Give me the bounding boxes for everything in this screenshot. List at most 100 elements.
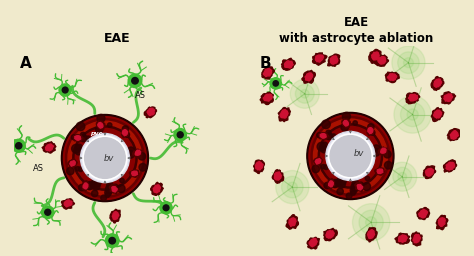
Polygon shape [413, 234, 420, 243]
Polygon shape [368, 128, 373, 134]
Polygon shape [151, 182, 163, 195]
Polygon shape [68, 159, 77, 167]
Circle shape [394, 96, 431, 133]
Circle shape [317, 133, 322, 138]
Circle shape [273, 81, 278, 86]
Circle shape [163, 205, 169, 211]
Polygon shape [369, 49, 382, 63]
Circle shape [101, 195, 107, 201]
Circle shape [341, 124, 348, 131]
Polygon shape [395, 233, 410, 244]
Circle shape [82, 135, 128, 181]
Circle shape [401, 102, 425, 127]
Polygon shape [98, 123, 103, 128]
Circle shape [73, 126, 137, 190]
Circle shape [328, 134, 373, 178]
Circle shape [81, 132, 85, 137]
Ellipse shape [350, 137, 357, 148]
Circle shape [373, 145, 380, 152]
Polygon shape [62, 199, 74, 209]
Polygon shape [319, 132, 328, 140]
Circle shape [75, 167, 80, 171]
Circle shape [122, 126, 128, 132]
Polygon shape [409, 94, 418, 101]
Polygon shape [447, 129, 461, 141]
Ellipse shape [90, 144, 99, 153]
Polygon shape [434, 110, 442, 118]
Polygon shape [315, 159, 321, 164]
Circle shape [398, 172, 407, 181]
Polygon shape [280, 110, 288, 118]
Circle shape [124, 132, 129, 137]
Ellipse shape [107, 148, 116, 157]
Circle shape [321, 142, 328, 148]
Circle shape [160, 202, 172, 214]
Ellipse shape [356, 161, 365, 168]
Circle shape [363, 183, 371, 190]
Circle shape [109, 238, 116, 244]
Circle shape [79, 184, 85, 191]
Circle shape [282, 176, 303, 198]
Circle shape [92, 182, 100, 190]
Circle shape [128, 74, 142, 88]
Circle shape [45, 209, 51, 215]
Circle shape [108, 123, 112, 127]
Circle shape [68, 121, 142, 195]
Polygon shape [377, 169, 383, 174]
Polygon shape [326, 230, 334, 238]
Circle shape [351, 183, 359, 191]
Polygon shape [112, 211, 119, 220]
Text: AS: AS [33, 164, 44, 173]
Polygon shape [284, 61, 293, 68]
Polygon shape [372, 52, 379, 60]
Text: bv: bv [104, 154, 114, 163]
Circle shape [330, 136, 371, 176]
Circle shape [353, 204, 390, 241]
Polygon shape [260, 92, 273, 105]
Circle shape [327, 133, 374, 179]
Circle shape [392, 46, 425, 79]
Polygon shape [423, 166, 436, 178]
Circle shape [403, 58, 413, 68]
Polygon shape [313, 157, 323, 165]
Ellipse shape [359, 152, 365, 163]
Circle shape [370, 130, 375, 135]
Circle shape [66, 167, 74, 175]
Polygon shape [289, 218, 296, 226]
Circle shape [407, 109, 418, 120]
Polygon shape [109, 185, 118, 194]
Circle shape [337, 178, 342, 183]
Circle shape [287, 182, 297, 192]
Circle shape [81, 134, 129, 183]
Circle shape [318, 124, 383, 188]
Polygon shape [374, 55, 388, 66]
Polygon shape [255, 162, 263, 170]
Text: AS: AS [135, 91, 146, 100]
Ellipse shape [99, 140, 105, 151]
Circle shape [331, 180, 338, 187]
Polygon shape [96, 121, 105, 130]
Circle shape [91, 190, 98, 197]
Polygon shape [343, 120, 348, 126]
Circle shape [75, 148, 82, 155]
Polygon shape [446, 162, 455, 170]
Polygon shape [82, 180, 89, 191]
Title: EAE: EAE [104, 32, 131, 45]
Polygon shape [366, 228, 377, 242]
Polygon shape [272, 170, 283, 183]
Polygon shape [121, 129, 128, 138]
Polygon shape [112, 187, 117, 192]
Circle shape [105, 193, 110, 197]
Polygon shape [286, 215, 299, 229]
Circle shape [78, 167, 83, 172]
Circle shape [365, 217, 377, 228]
Circle shape [322, 120, 330, 129]
Polygon shape [262, 67, 274, 79]
Polygon shape [355, 183, 364, 191]
Polygon shape [64, 200, 72, 207]
Circle shape [372, 148, 380, 156]
Circle shape [365, 176, 370, 181]
Ellipse shape [343, 160, 353, 168]
Circle shape [95, 126, 103, 133]
Circle shape [383, 151, 391, 158]
